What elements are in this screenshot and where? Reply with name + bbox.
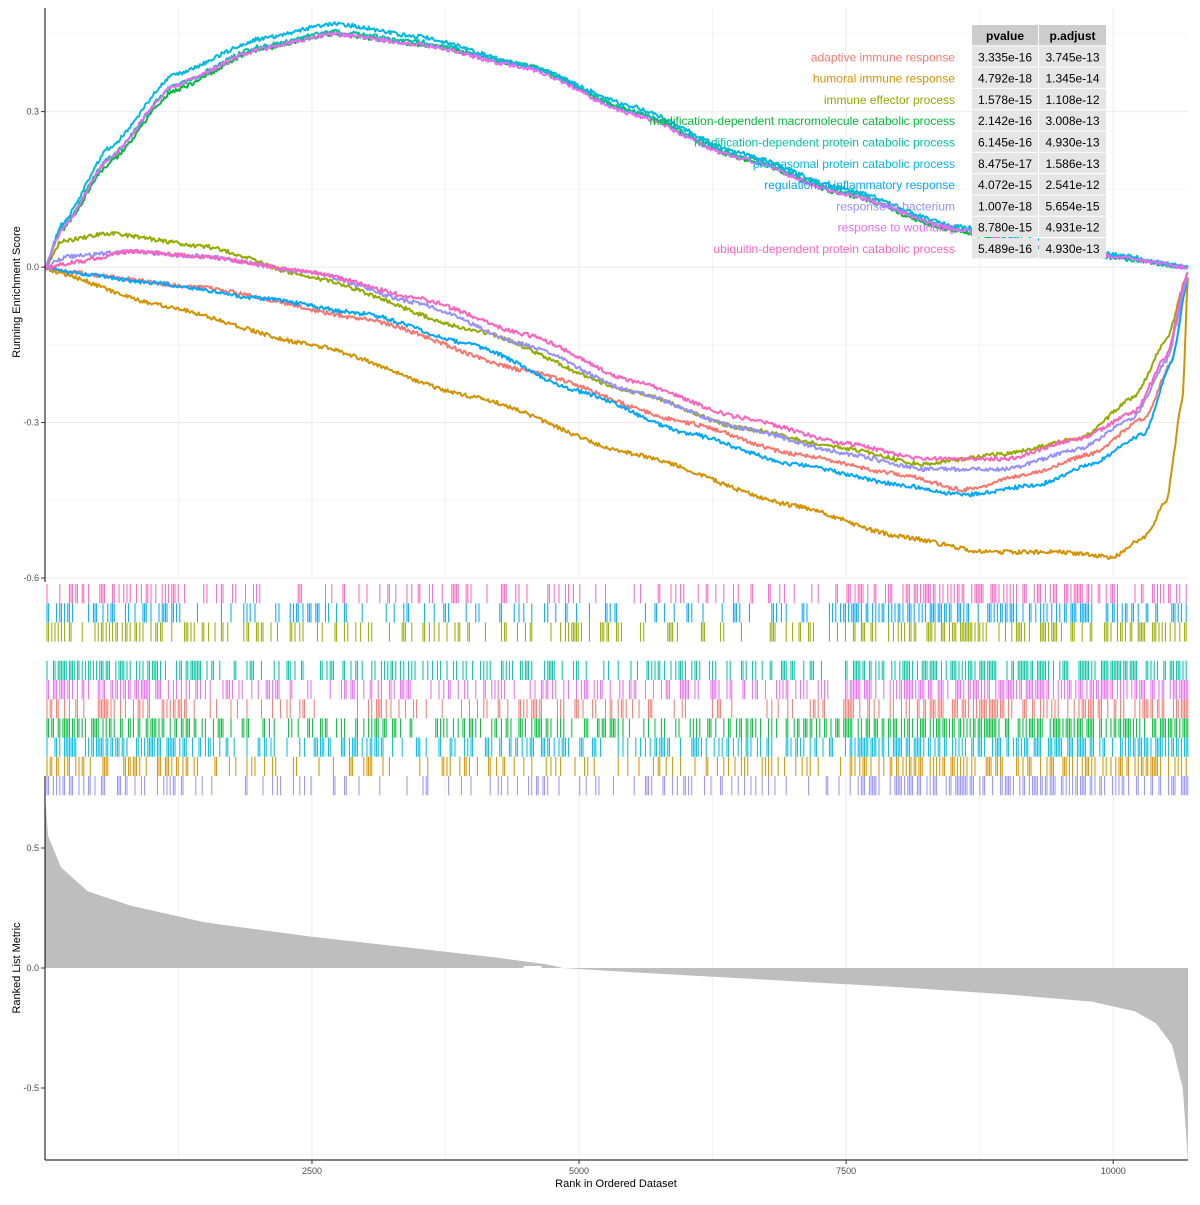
table-padjust: 4.930e-13 — [1045, 242, 1099, 256]
table-padjust: 1.586e-13 — [1045, 157, 1099, 171]
hit-track-humoral-immune-response — [46, 756, 1187, 776]
table-pvalue: 5.489e-16 — [978, 242, 1032, 256]
table-row-label: response to bacterium — [836, 199, 955, 213]
table-cell-bg — [972, 110, 1038, 131]
table-padjust: 2.541e-12 — [1045, 178, 1099, 192]
table-padjust: 4.931e-12 — [1045, 221, 1099, 235]
table-cell-bg — [1039, 216, 1106, 237]
table-pvalue: 8.475e-17 — [978, 157, 1032, 171]
table-pvalue: 1.578e-15 — [978, 93, 1032, 107]
table-row-label: proteasomal protein catabolic process — [753, 157, 955, 171]
x-tick-label: 10000 — [1101, 1166, 1126, 1176]
table-header-pvalue: pvalue — [986, 29, 1024, 43]
ranked-metric-fill — [45, 795, 1188, 1160]
table-cell-bg — [972, 216, 1038, 237]
hit-track-modification-dependent-macromolecule-catabolic-process — [46, 718, 1189, 738]
x-tick-label: 2500 — [302, 1166, 322, 1176]
table-pvalue: 6.145e-16 — [978, 136, 1032, 150]
rank-y-tick-label: 0.5 — [26, 843, 39, 853]
es-y-tick-label: 0.0 — [26, 262, 39, 272]
table-cell-bg — [972, 238, 1038, 259]
table-pvalue: 4.072e-15 — [978, 178, 1032, 192]
es-line-humoral-immune-response — [44, 266, 1189, 560]
table-cell-bg — [1039, 67, 1106, 88]
table-row-label: humoral immune response — [813, 72, 955, 86]
table-row-label: response to wounding — [838, 221, 955, 235]
x-tick-label: 5000 — [569, 1166, 589, 1176]
table-pvalue: 3.335e-16 — [978, 50, 1032, 64]
table-cell-bg — [1039, 46, 1106, 67]
table-row-label: modification-dependent protein catabolic… — [694, 136, 955, 150]
es-line-regulation-of-inflammatory-response — [44, 266, 1189, 498]
es-y-tick-label: 0.3 — [26, 107, 39, 117]
table-header-padjust: p.adjust — [1049, 29, 1095, 43]
table-cell-bg — [972, 174, 1038, 195]
table-row-label: immune effector process — [824, 93, 955, 107]
table-pvalue: 1.007e-18 — [978, 199, 1032, 213]
table-cell-bg — [1039, 195, 1106, 216]
rank-y-axis-label: Ranked List Metric — [11, 922, 23, 1014]
pvalue-table: pvalue p.adjust adaptive immune response 3.… — [650, 25, 1106, 259]
table-pvalue: 2.142e-16 — [978, 114, 1032, 128]
es-y-tick-label: -0.3 — [23, 418, 39, 428]
table-padjust: 1.108e-12 — [1045, 93, 1099, 107]
table-cell-bg — [972, 195, 1038, 216]
table-padjust: 1.345e-14 — [1045, 72, 1099, 86]
x-tick-label: 7500 — [836, 1166, 856, 1176]
table-cell-bg — [1039, 110, 1106, 131]
table-header-cell — [1039, 25, 1106, 46]
axes-layer: 0.3 0.0 -0.3 -0.6 0.5 0.0 -0.5 2500 5000 7500 1000… — [23, 8, 1188, 1176]
hit-track-response-to-wounding — [46, 680, 1189, 700]
table-header-cell — [972, 25, 1038, 46]
es-line-ubiquitin-dependent-protein-catabolic-process — [44, 248, 1189, 462]
table-padjust: 5.654e-15 — [1045, 199, 1099, 213]
rank-y-tick-label: -0.5 — [23, 1083, 39, 1093]
table-padjust: 4.930e-13 — [1045, 136, 1099, 150]
hit-track-regulation-of-inflammatory-response — [46, 603, 1187, 623]
table-padjust: 3.745e-13 — [1045, 50, 1099, 64]
es-y-axis-label: Running Enrichment Score — [11, 226, 23, 357]
es-line-adaptive-immune-response — [44, 265, 1189, 493]
es-y-tick-label: -0.6 — [23, 573, 39, 583]
ranked-metric-area — [45, 795, 1188, 1160]
table-cell-bg — [972, 67, 1038, 88]
table-cell-bg — [1039, 174, 1106, 195]
table-cell-bg — [972, 88, 1038, 110]
table-pvalue: 4.792e-18 — [978, 72, 1032, 86]
table-cell-bg — [972, 131, 1038, 152]
table-cell-bg — [972, 152, 1038, 174]
hit-track-immune-effector-process — [46, 622, 1187, 642]
hit-track-adaptive-immune-response — [46, 699, 1189, 719]
hit-track-modification-dependent-protein-catabolic-process — [46, 660, 1187, 680]
table-padjust: 3.008e-13 — [1045, 114, 1099, 128]
es-line-response-to-bacterium — [44, 248, 1189, 473]
rank-y-tick-label: 0.0 — [26, 963, 39, 973]
table-cell-bg — [1039, 88, 1106, 110]
table-row-label: regulation of inflammatory response — [764, 178, 955, 192]
table-cell-bg — [1039, 131, 1106, 152]
hit-track-response-to-bacterium — [46, 776, 1189, 796]
table-row-label: modification-dependent macromolecule cat… — [650, 114, 956, 128]
x-axis-label: Rank in Ordered Dataset — [555, 1178, 677, 1190]
table-row-label: ubiquitin-dependent protein catabolic pr… — [714, 242, 956, 256]
hit-track-ubiquitin-dependent-protein-catabolic-process — [46, 584, 1187, 604]
table-cell-bg — [972, 46, 1038, 67]
zero-cross-gap — [523, 966, 542, 970]
hit-tracks — [46, 584, 1189, 796]
table-pvalue: 8.780e-15 — [978, 221, 1032, 235]
table-cell-bg — [1039, 238, 1106, 259]
hit-track-proteasomal-protein-catabolic-process — [46, 737, 1189, 757]
table-cell-bg — [1039, 152, 1106, 174]
table-row-label: adaptive immune response — [811, 50, 955, 64]
